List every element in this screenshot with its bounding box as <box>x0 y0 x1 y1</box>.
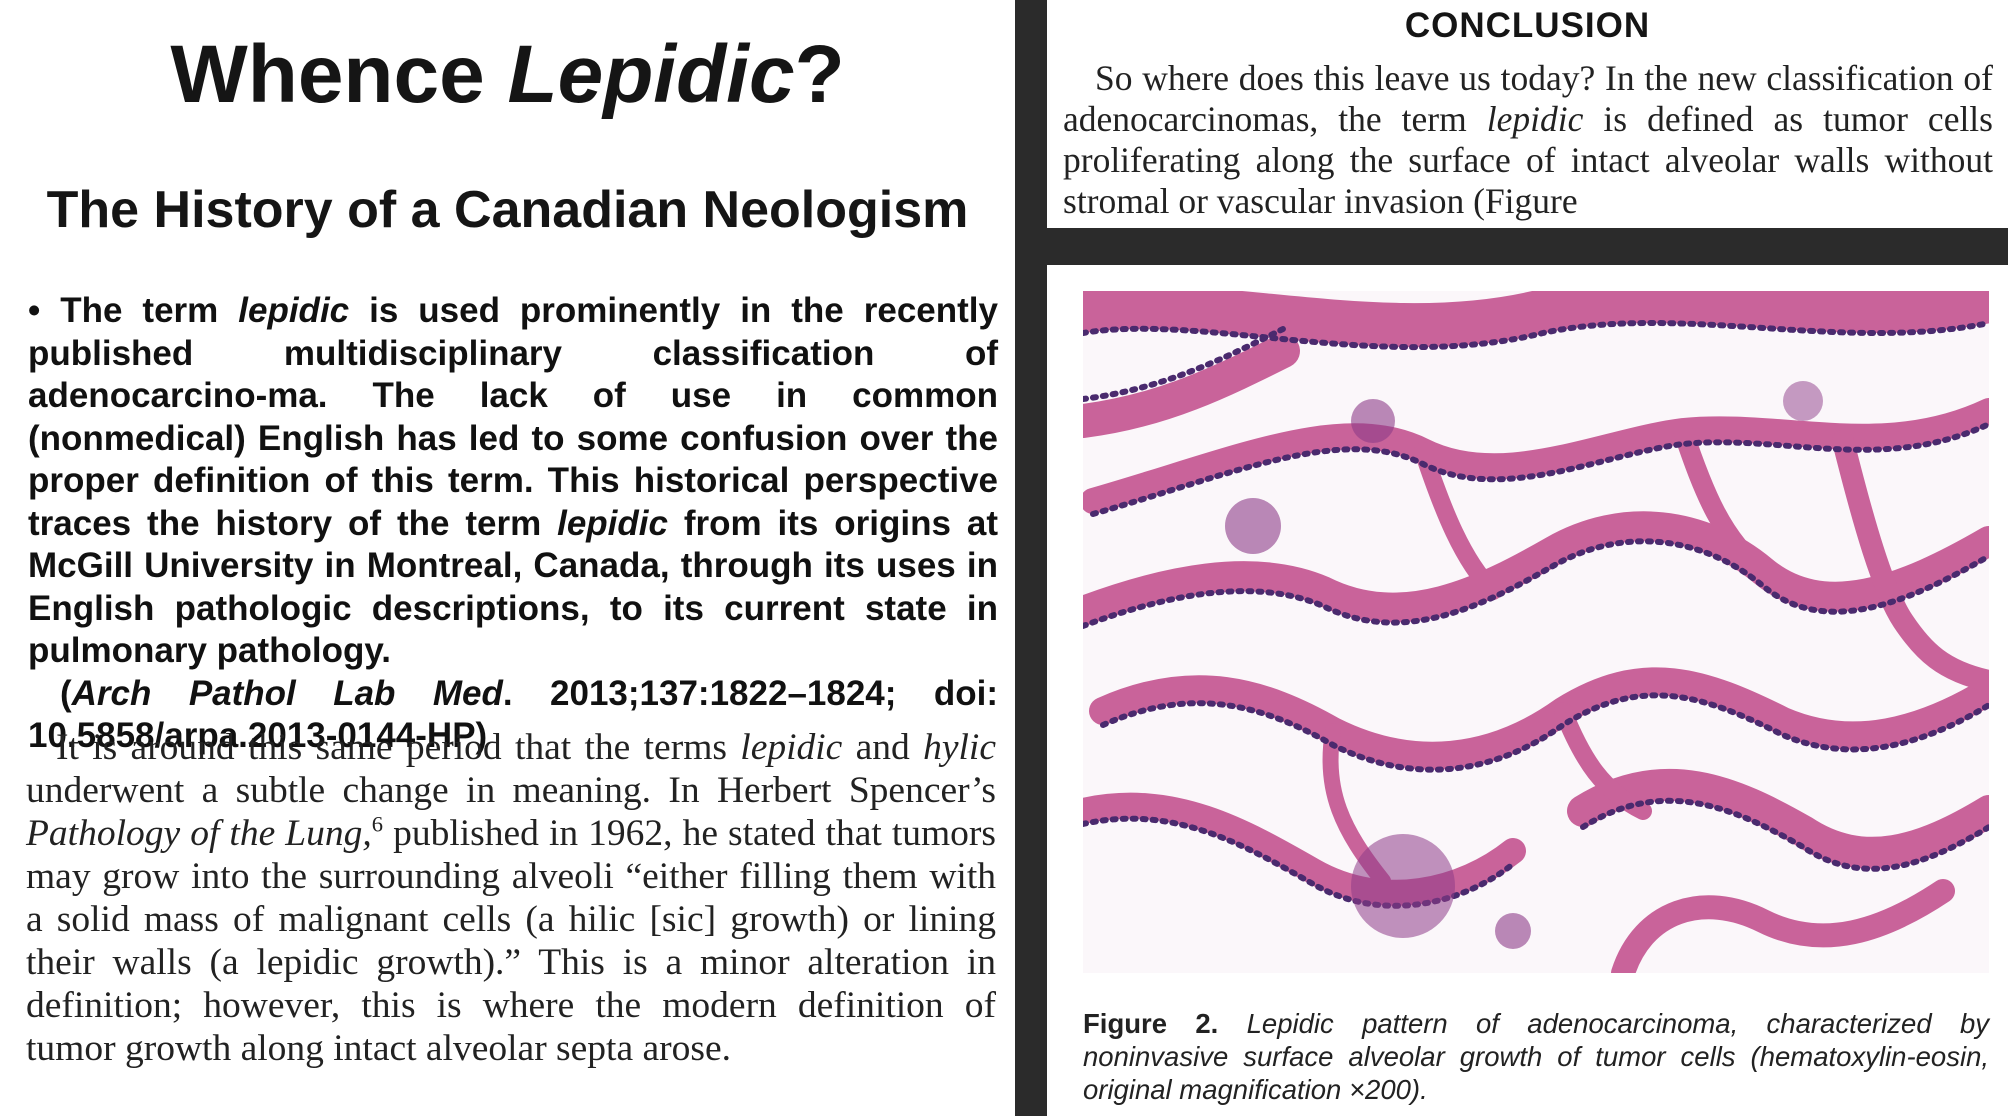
horizontal-divider <box>1047 228 2008 265</box>
vertical-divider <box>1015 0 1047 1116</box>
body-paragraph: It is around this same period that the t… <box>26 726 996 1070</box>
conclusion-text-1: So where does this leave us today? In th… <box>1063 58 1993 139</box>
title-term: Lepidic <box>507 29 795 120</box>
abstract: • The term lepidic is used prominently i… <box>28 290 998 758</box>
body-term-lepidic: lepidic <box>740 727 843 768</box>
figure-panel: Figure 2. Lepidic pattern of adenocarcin… <box>1047 265 2008 1116</box>
figure-label: Figure 2. <box>1083 1008 1219 1039</box>
book-title: Pathology of the Lung, <box>26 813 372 854</box>
title-main: Whence <box>170 29 508 120</box>
abstract-term-1: lepidic <box>238 291 350 330</box>
citation-rest: . 2013;137:1822–1824; doi: 10.5858/arpa.… <box>28 673 998 756</box>
citation-open: ( <box>60 673 72 713</box>
conclusion-paragraph: So where does this leave us today? In th… <box>1063 58 1993 222</box>
left-article-panel: Whence Lepidic? The History of a Canadia… <box>0 28 1015 1070</box>
body-text-1: It is around this same period that the t… <box>56 727 741 768</box>
conclusion-text-2: is defined as tumor cells proliferating … <box>1063 99 1993 221</box>
article-subtitle: The History of a Canadian Neologism <box>46 181 969 239</box>
histology-micrograph <box>1083 291 1989 973</box>
body-text-4: published in 1962, he stated that tumors… <box>26 813 996 1069</box>
abstract-text-1: The term <box>40 291 239 330</box>
abstract-text-2: is used prominently in the recently publ… <box>28 291 998 543</box>
abstract-term-2: lepidic <box>557 503 668 543</box>
conclusion-panel: CONCLUSION So where does this leave us t… <box>1047 0 2008 228</box>
body-text-3: underwent a subtle change in meaning. In… <box>26 770 996 811</box>
citation-journal: Arch Pathol Lab Med <box>71 673 503 713</box>
conclusion-heading: CONCLUSION <box>1404 6 1651 45</box>
alveolar-septa <box>1083 291 1989 973</box>
body-text-2: and <box>842 727 924 768</box>
body-term-hylic: hylic <box>923 727 996 768</box>
article-title: Whence Lepidic? <box>0 28 1015 122</box>
floating-cell-clusters <box>1225 381 1823 949</box>
conclusion-term: lepidic <box>1486 99 1584 139</box>
title-end: ? <box>794 29 845 120</box>
abstract-text-3: from its origins at McGill University in… <box>28 503 998 671</box>
bullet: • <box>28 291 41 330</box>
tumor-cell-lining <box>1083 320 1989 909</box>
figure-caption-text: Lepidic pattern of adenocarcinoma, chara… <box>1083 1008 1989 1105</box>
figure-caption: Figure 2. Lepidic pattern of adenocarcin… <box>1083 1007 1989 1106</box>
reference-superscript: 6 <box>371 811 384 837</box>
